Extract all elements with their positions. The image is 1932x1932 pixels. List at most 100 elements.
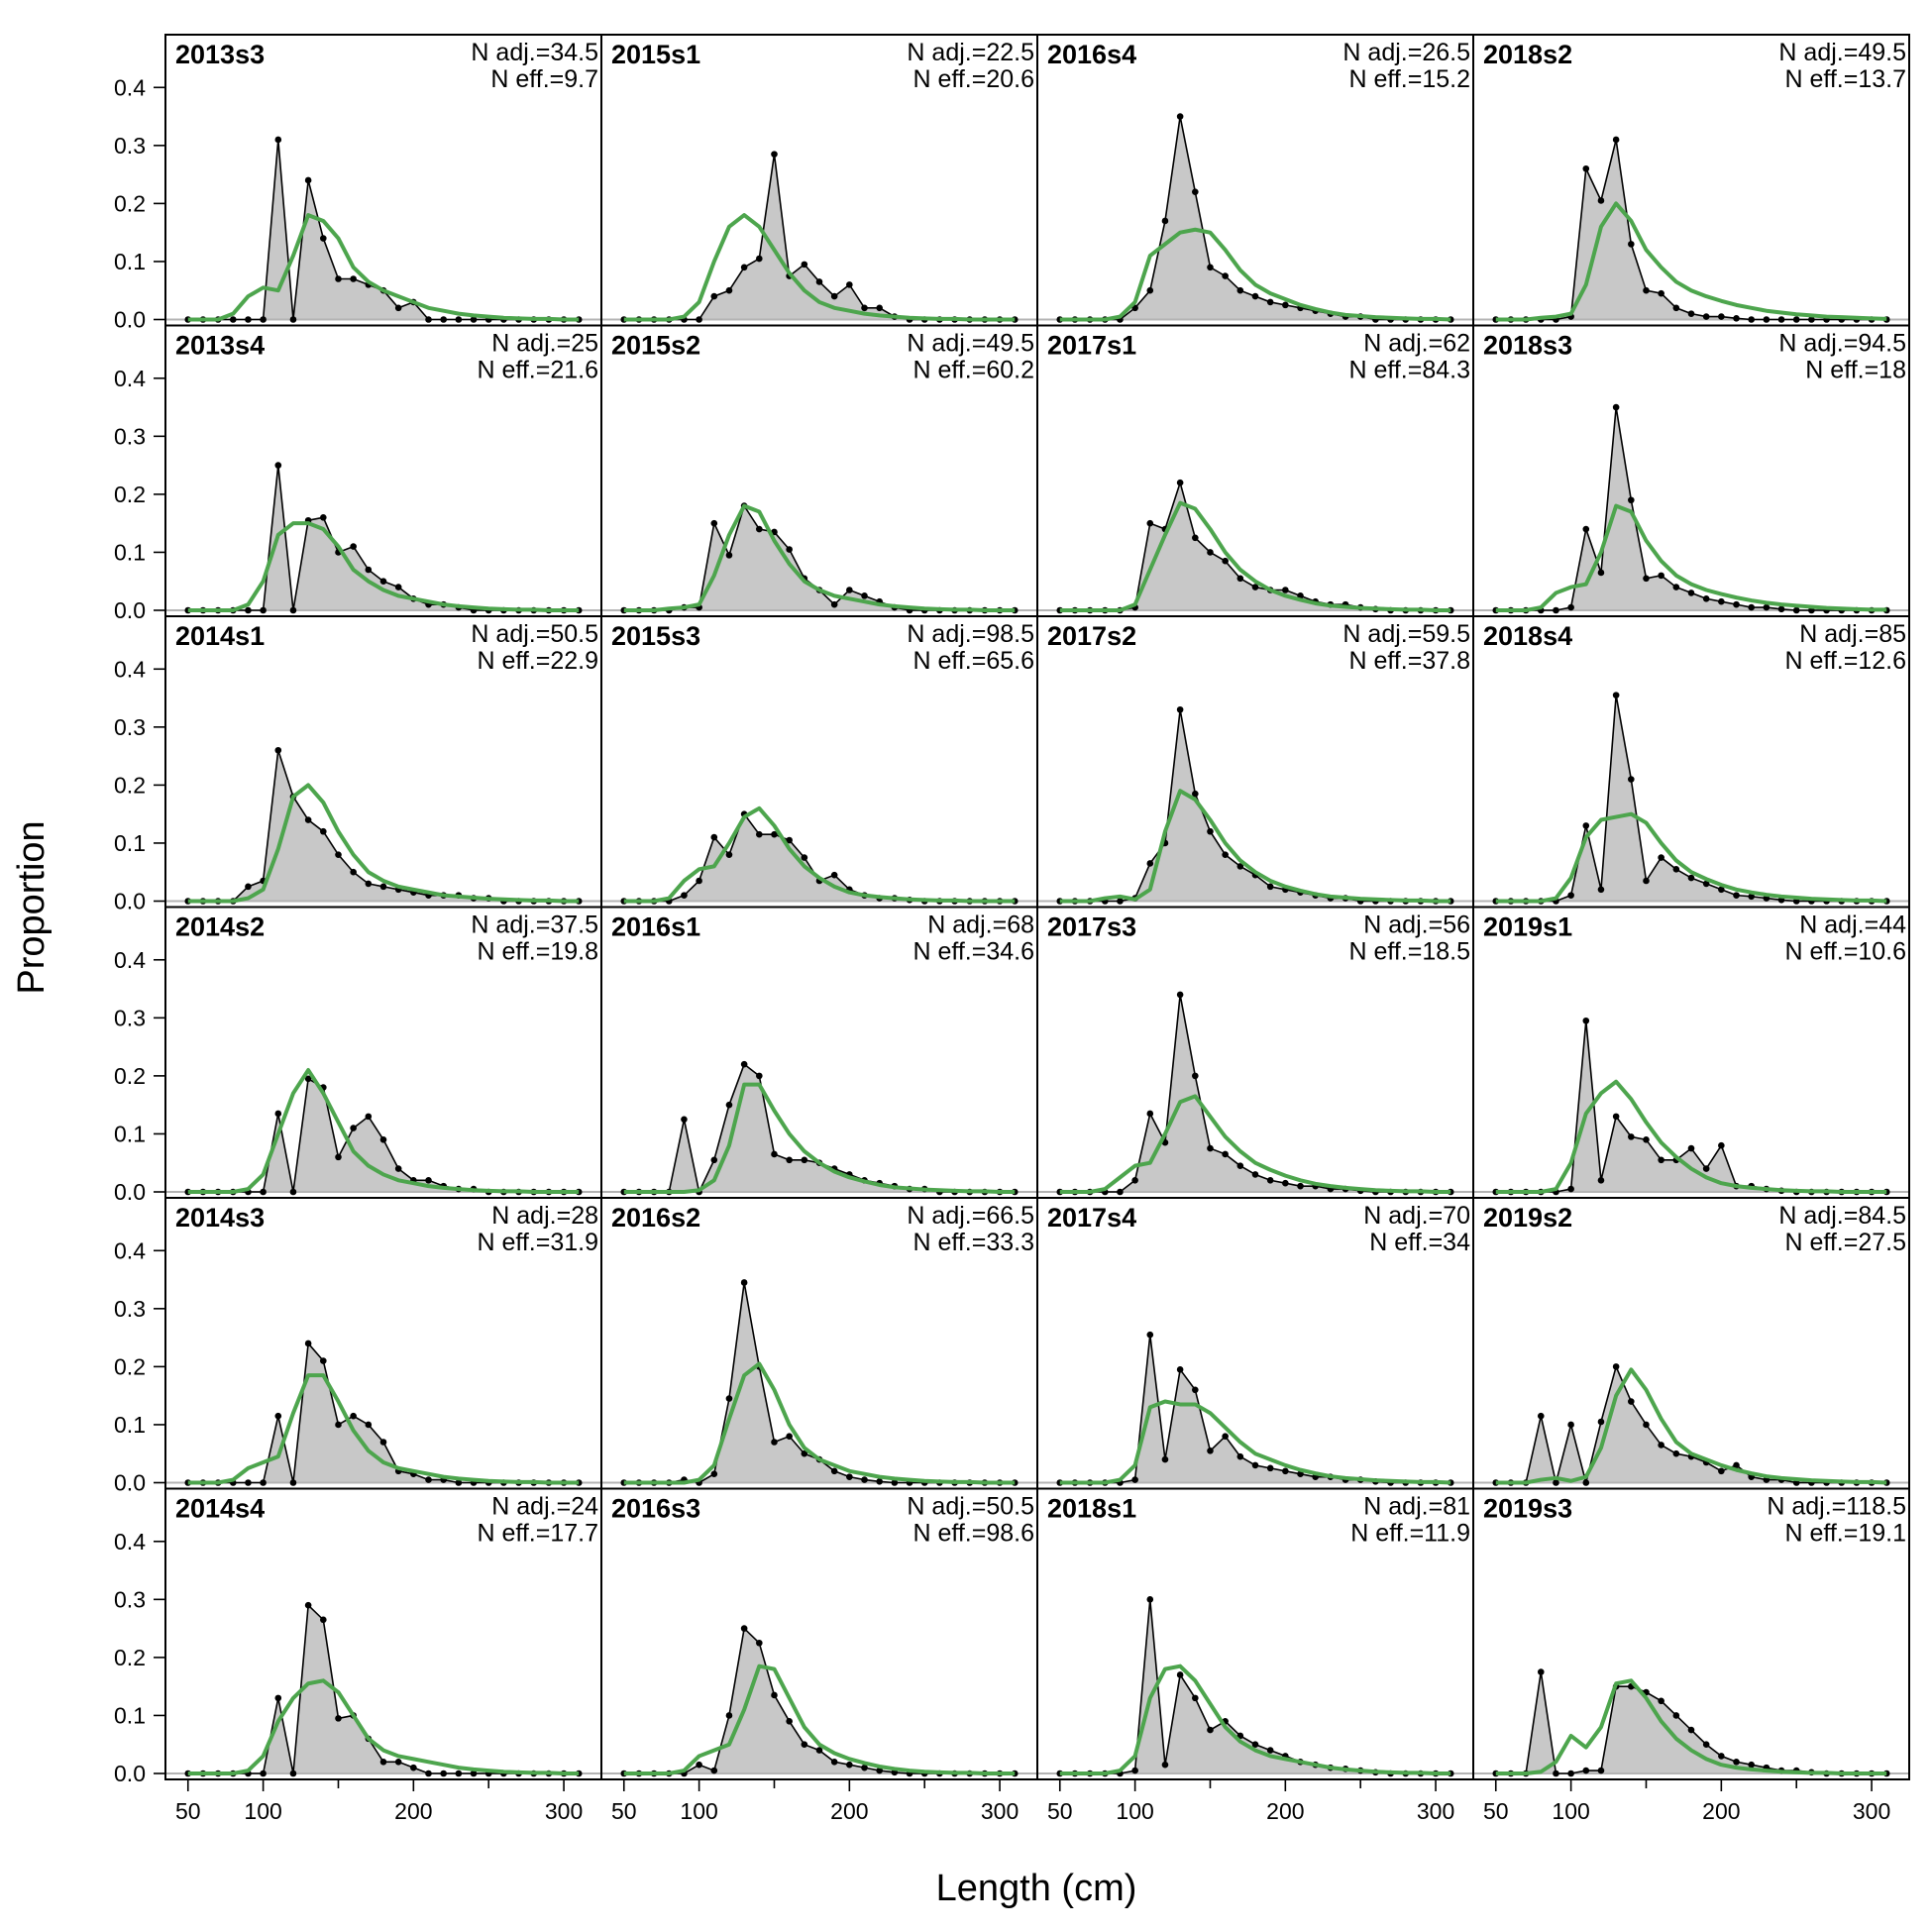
observed-point	[1266, 298, 1274, 306]
panel-2019s1: 2019s1 N adj.=44N eff.=10.6	[1472, 906, 1910, 1199]
y-tick-label: 0.4	[114, 74, 146, 100]
observed-point	[1282, 1467, 1289, 1475]
observed-point	[815, 278, 823, 285]
observed-point	[801, 1449, 808, 1457]
observed-point	[1192, 534, 1199, 542]
observed-point	[1672, 304, 1680, 312]
observed-point	[1297, 1182, 1304, 1190]
n-adj-label: N adj.=84.5	[1778, 1202, 1906, 1230]
observed-point	[1748, 1761, 1755, 1769]
n-adj-label: N adj.=118.5	[1767, 1493, 1906, 1521]
panel-2017s1: 2017s1 N adj.=62N eff.=84.3	[1036, 324, 1474, 617]
expected-line	[187, 783, 580, 904]
observed-point	[350, 275, 357, 282]
y-tick-label: 0.3	[114, 1296, 146, 1322]
observed-point	[1146, 286, 1154, 294]
observed-point	[696, 316, 702, 323]
observed-point	[710, 1156, 718, 1164]
observed-point	[470, 1770, 478, 1777]
observed-point	[1266, 883, 1274, 891]
n-eff-label: N eff.=10.6	[1784, 938, 1906, 966]
observed-point	[681, 892, 688, 899]
expected-line	[623, 503, 1016, 612]
observed-point	[1777, 605, 1785, 613]
n-eff-label: N eff.=31.9	[477, 1229, 598, 1256]
panel-title: 2015s1	[611, 40, 700, 69]
expected-line	[187, 521, 580, 612]
n-eff-label: N eff.=19.1	[1784, 1520, 1906, 1548]
observed-point	[274, 1694, 282, 1702]
observed-point	[245, 316, 252, 323]
observed-point	[1748, 893, 1755, 901]
panel-2019s2: 2019s2 N adj.=84.5N eff.=27.5	[1472, 1197, 1910, 1490]
observed-line	[187, 750, 580, 903]
observed-point	[1582, 1017, 1590, 1024]
observed-point	[1687, 1726, 1695, 1734]
observed-line	[1495, 406, 1887, 611]
observed-point	[1176, 1366, 1184, 1373]
panel-title: 2018s3	[1483, 331, 1572, 361]
observed-point	[710, 1767, 718, 1774]
observed-point	[365, 880, 373, 888]
observed-point	[335, 851, 342, 858]
observed-point	[379, 1439, 387, 1446]
observed-point	[1222, 1150, 1229, 1158]
x-tick-label: 50	[611, 1798, 637, 1824]
observed-point	[425, 316, 432, 323]
expected-line	[1495, 1678, 1887, 1775]
y-tick-label: 0.4	[114, 1237, 146, 1263]
observed-area	[187, 1078, 580, 1192]
expected-line	[187, 1678, 580, 1775]
observed-point	[470, 316, 478, 323]
n-eff-label: N eff.=98.6	[912, 1520, 1034, 1548]
observed-point	[1702, 313, 1710, 320]
observed-point	[1718, 597, 1725, 605]
observed-area	[1059, 1335, 1451, 1483]
observed-point	[1117, 1188, 1124, 1196]
observed-area	[1495, 1020, 1887, 1192]
observed-point	[274, 462, 282, 469]
observed-point	[455, 1770, 463, 1777]
y-ticks-layer: 0.0 0.1 0.2 0.3 0.4 0.0 0.1 0.2 0.3 0.4 0.0 0.1 0.2 0…	[114, 74, 165, 1786]
panel-2016s3: 2016s3 N adj.=50.5N eff.=98.6	[600, 1487, 1038, 1780]
observed-point	[1222, 272, 1229, 279]
observed-point	[891, 1479, 899, 1486]
observed-point	[1612, 692, 1620, 698]
observed-point	[1628, 1133, 1635, 1140]
observed-point	[1612, 1113, 1620, 1121]
observed-point	[1658, 1697, 1664, 1705]
observed-point	[740, 264, 748, 271]
observed-area	[1059, 994, 1451, 1192]
observed-point	[365, 1421, 373, 1429]
observed-point	[260, 1770, 267, 1777]
observed-point	[1297, 1470, 1304, 1478]
observed-point	[1207, 264, 1214, 271]
observed-point	[1207, 1447, 1214, 1454]
n-eff-label: N eff.=13.7	[1784, 65, 1906, 93]
observed-area	[1495, 139, 1887, 320]
observed-point	[320, 827, 327, 835]
n-eff-label: N eff.=12.6	[1784, 647, 1906, 675]
observed-area	[187, 750, 580, 902]
x-tick-label: 100	[1552, 1798, 1589, 1824]
expected-line	[1059, 789, 1451, 904]
observed-point	[1537, 1412, 1545, 1420]
observed-point	[1763, 316, 1771, 323]
observed-point	[1222, 851, 1229, 858]
panel-2016s2: 2016s2 N adj.=66.5N eff.=33.3	[600, 1197, 1038, 1490]
expected-line	[1495, 201, 1887, 322]
observed-point	[1282, 587, 1289, 593]
y-tick-label: 0.4	[114, 366, 146, 391]
panel-title: 2019s1	[1483, 912, 1572, 942]
observed-point	[1733, 892, 1740, 899]
observed-point	[1146, 1110, 1154, 1118]
observed-point	[365, 566, 373, 574]
observed-point	[350, 868, 357, 876]
observed-point	[830, 1758, 838, 1766]
observed-point	[1222, 557, 1229, 565]
observed-point	[710, 292, 718, 300]
observed-point	[350, 1125, 357, 1131]
panel-title: 2018s1	[1047, 1494, 1136, 1524]
expected-line	[1059, 500, 1451, 612]
y-tick-label: 0.0	[114, 1470, 146, 1496]
